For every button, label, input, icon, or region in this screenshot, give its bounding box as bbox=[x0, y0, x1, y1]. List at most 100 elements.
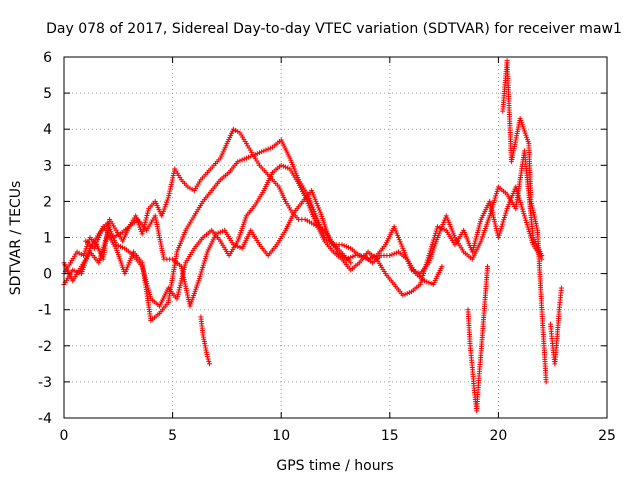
data-point bbox=[488, 203, 494, 209]
data-point bbox=[74, 269, 80, 275]
data-point bbox=[528, 201, 534, 207]
data-point bbox=[502, 212, 508, 218]
data-point bbox=[532, 218, 538, 224]
data-point bbox=[165, 195, 171, 201]
data-point bbox=[96, 260, 102, 266]
y-axis-label: SDTVAR / TECUs bbox=[8, 181, 24, 296]
data-point bbox=[527, 231, 533, 237]
data-point bbox=[175, 291, 181, 297]
data-point bbox=[423, 264, 429, 270]
data-point bbox=[524, 222, 530, 228]
data-point bbox=[143, 215, 149, 221]
data-point bbox=[499, 221, 505, 227]
data-point bbox=[492, 219, 498, 225]
data-point bbox=[100, 244, 106, 250]
data-point bbox=[421, 270, 427, 276]
data-point bbox=[102, 238, 108, 244]
data-point bbox=[109, 235, 115, 240]
data-point bbox=[198, 269, 204, 275]
grid bbox=[64, 57, 607, 418]
data-point bbox=[166, 193, 172, 199]
data-point bbox=[139, 231, 145, 237]
data-point bbox=[243, 155, 249, 161]
x-tick-label: 0 bbox=[60, 428, 69, 444]
data-point bbox=[519, 204, 525, 210]
data-point bbox=[176, 289, 182, 295]
data-point bbox=[169, 177, 175, 183]
data-point bbox=[99, 249, 105, 255]
data-point bbox=[113, 233, 119, 239]
data-point bbox=[422, 266, 428, 272]
data-point bbox=[429, 244, 435, 250]
data-point bbox=[145, 208, 151, 214]
data-point bbox=[437, 225, 443, 231]
x-tick-label: 10 bbox=[272, 428, 290, 444]
data-point bbox=[233, 243, 239, 249]
data-point bbox=[196, 278, 202, 284]
data-point bbox=[543, 379, 549, 385]
data-point bbox=[489, 207, 495, 213]
data-point bbox=[215, 230, 221, 236]
data-point bbox=[400, 292, 406, 298]
data-point bbox=[518, 202, 524, 208]
data-point bbox=[241, 156, 247, 162]
data-point bbox=[252, 151, 258, 157]
data-point bbox=[81, 250, 87, 256]
data-point bbox=[530, 210, 536, 216]
data-point bbox=[491, 197, 497, 203]
data-point bbox=[254, 151, 260, 157]
data-point bbox=[493, 191, 499, 197]
y-tick-label: -2 bbox=[38, 339, 52, 355]
data-point bbox=[514, 188, 520, 194]
data-point bbox=[235, 244, 241, 250]
data-point bbox=[115, 243, 121, 249]
data-point bbox=[424, 279, 430, 285]
data-point bbox=[431, 237, 437, 243]
data-point bbox=[529, 203, 535, 209]
data-point bbox=[500, 219, 506, 225]
data-point bbox=[494, 188, 500, 194]
data-point bbox=[246, 154, 252, 160]
data-point bbox=[499, 223, 505, 229]
data-point bbox=[521, 213, 527, 219]
data-point bbox=[531, 214, 537, 220]
data-point bbox=[84, 244, 90, 250]
x-tick-label: 5 bbox=[168, 428, 177, 444]
data-point bbox=[491, 216, 497, 222]
data-point bbox=[418, 279, 424, 285]
data-point bbox=[520, 208, 526, 214]
data-point bbox=[425, 255, 431, 261]
data-point bbox=[144, 213, 150, 219]
data-point bbox=[202, 256, 208, 262]
data-point bbox=[528, 235, 534, 241]
data-point bbox=[350, 253, 356, 259]
data-point bbox=[267, 145, 273, 151]
data-point bbox=[433, 228, 439, 234]
data-point bbox=[525, 226, 531, 232]
data-point bbox=[422, 278, 428, 284]
data-point bbox=[120, 244, 126, 250]
data-point bbox=[98, 253, 104, 259]
data-point bbox=[115, 232, 121, 238]
data-point bbox=[166, 190, 172, 196]
y-tick-label: 5 bbox=[43, 86, 52, 102]
data-point bbox=[220, 228, 226, 234]
data-point bbox=[425, 257, 431, 263]
plot-frame bbox=[63, 56, 608, 419]
data-point bbox=[423, 261, 429, 267]
data-point bbox=[346, 255, 352, 261]
y-tick-label: -4 bbox=[38, 411, 52, 427]
data-point bbox=[424, 259, 430, 265]
data-point bbox=[525, 224, 531, 230]
data-point bbox=[205, 356, 211, 362]
data-point bbox=[532, 216, 538, 222]
data-point bbox=[427, 250, 433, 256]
data-point bbox=[278, 162, 284, 168]
data-point bbox=[82, 248, 88, 254]
data-point bbox=[527, 233, 533, 239]
data-point bbox=[503, 210, 509, 216]
data-points bbox=[61, 58, 564, 414]
data-point bbox=[498, 226, 504, 232]
